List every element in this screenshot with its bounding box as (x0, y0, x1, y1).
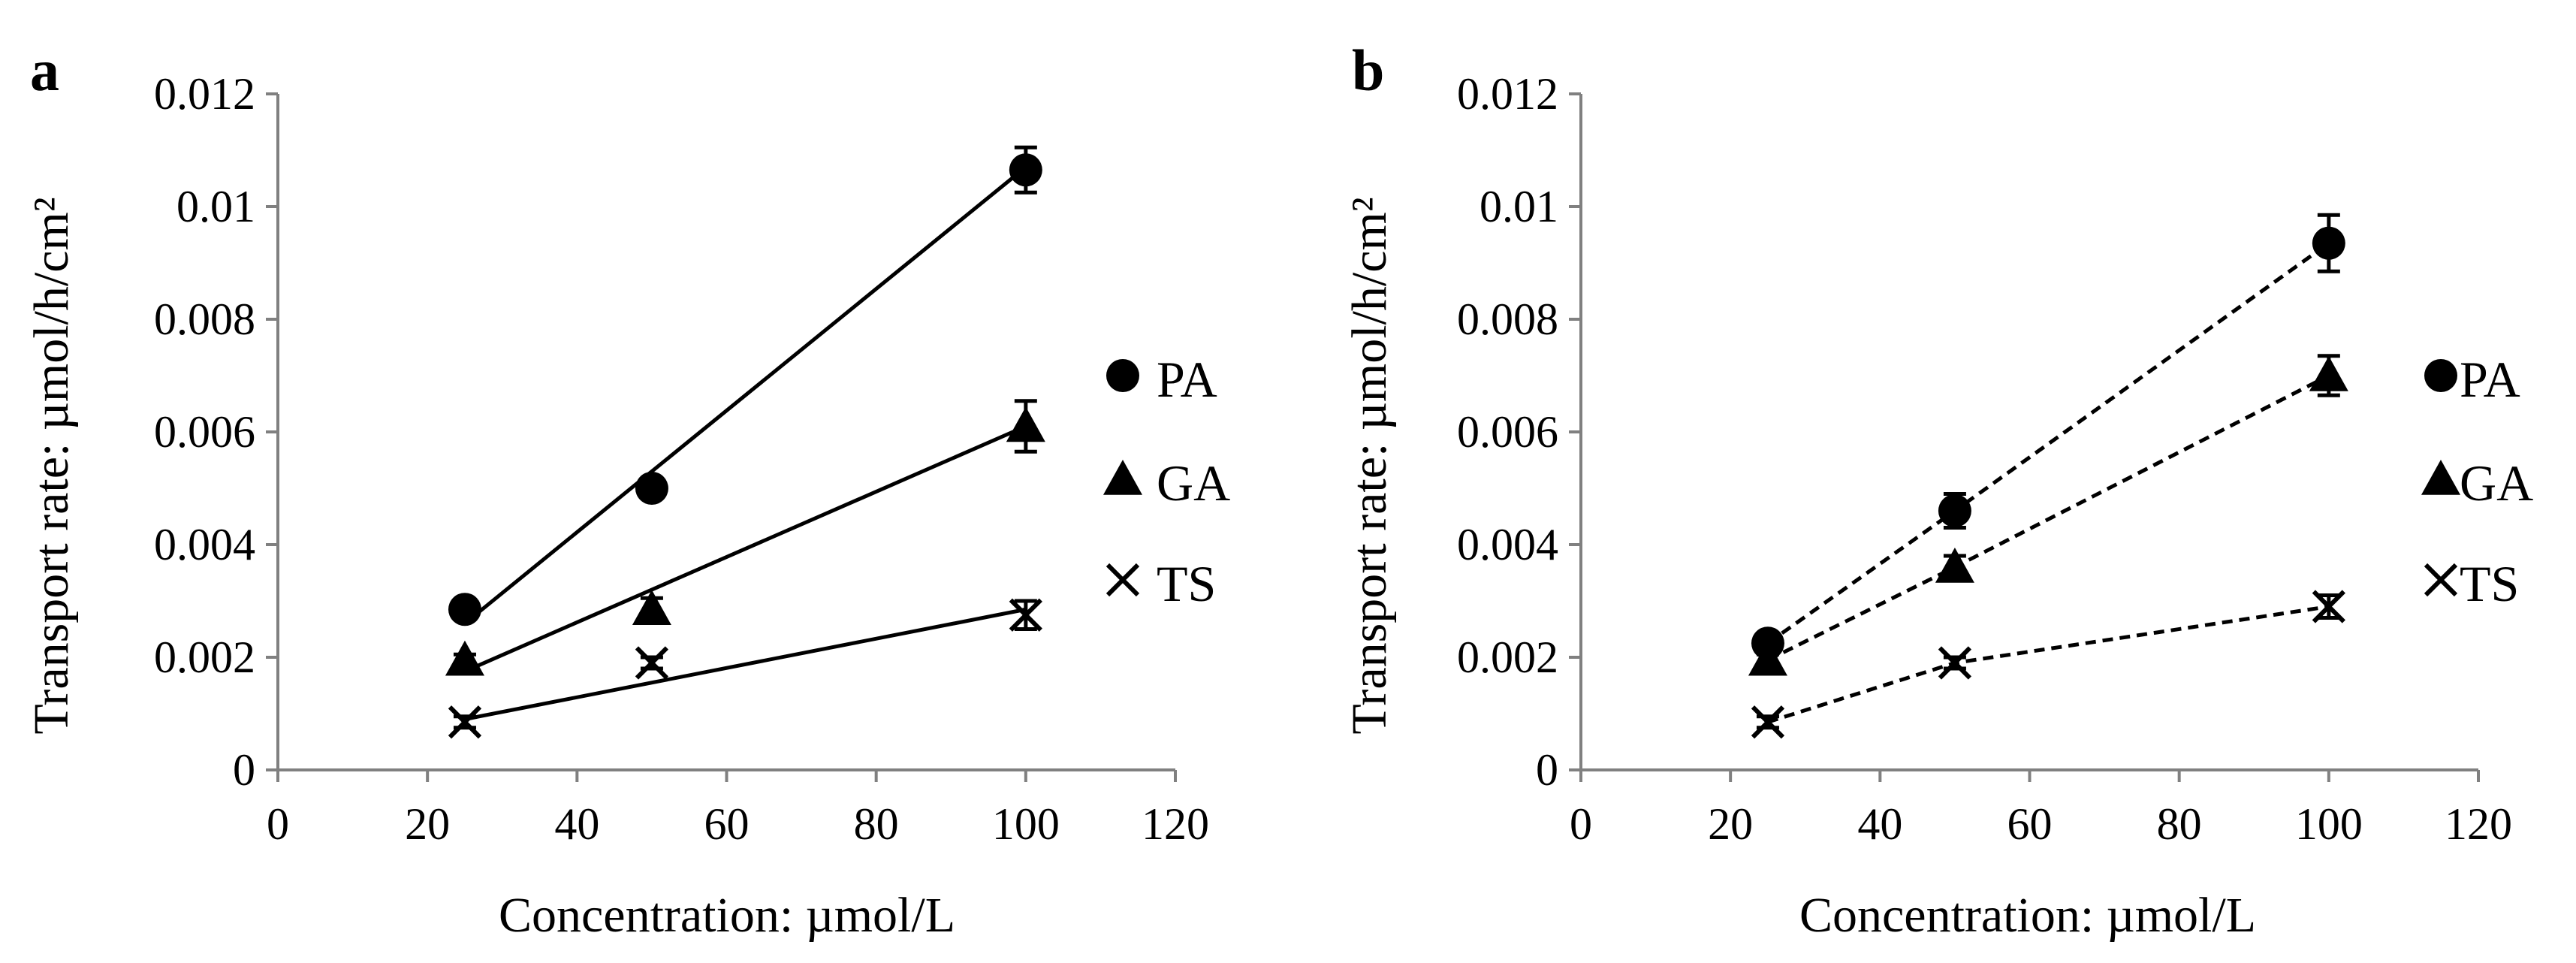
panel-b-point-pa (1938, 494, 1971, 527)
panel-b-y-tick-label: 0.004 (1457, 520, 1558, 569)
panel-a-fit-line-ga (463, 424, 1027, 674)
panel-b-x-tick-label: 80 (2157, 799, 2202, 849)
panel-a-fit-lines (463, 165, 1027, 721)
panel-a-point-pa (1009, 153, 1042, 187)
panel-a-legend-marker-ts (1106, 563, 1140, 597)
panel-b-connector-lines (1766, 241, 2330, 724)
panel-a-axes: 0 0.002 0.004 0.006 0.008 0.01 0.012 0 20 40 60 80 1… (154, 69, 1209, 849)
panel-b-y-tick-label: 0 (1536, 745, 1558, 795)
panel-a-x-tick-label: 40 (554, 799, 599, 849)
panel-a-fit-line-ts (464, 607, 1027, 721)
panel-b-legend: PA GA TS (2421, 351, 2533, 612)
panel-a-legend-label-ts: TS (1157, 555, 1216, 612)
panel-b-y-axis-title: Transport rate: µmol/h/cm² (1342, 197, 1397, 734)
panel-a-legend-marker-ga (1103, 460, 1142, 495)
panel-b-y-tick-label: 0.002 (1457, 632, 1558, 682)
panel-a-y-tick-label: 0.01 (176, 182, 255, 231)
panel-b-y-tick-label: 0.012 (1457, 69, 1558, 119)
panel-b-x-tick-label: 60 (2007, 799, 2053, 849)
panel-b-point-ts (2312, 590, 2345, 623)
panel-a-point-ts (635, 646, 669, 680)
panel-a-y-tick-label: 0.004 (154, 520, 255, 569)
panel-a-y-axis-title: Transport rate: µmol/h/cm² (24, 197, 79, 734)
panel-a-x-tick-label: 80 (854, 799, 899, 849)
panel-a-x-tick-label: 100 (992, 799, 1060, 849)
panel-b-y-tick-label: 0.006 (1457, 407, 1558, 457)
panel-b-data-marks (1748, 213, 2348, 739)
panel-b-point-pa (2312, 226, 2345, 260)
panel-b-x-tick-label: 20 (1708, 799, 1753, 849)
panel-a-fit-line-pa (463, 165, 1027, 625)
panel-b-x-tick-label: 120 (2445, 799, 2512, 849)
panel-a: a Transport rate: µmol/h/cm² Concentrati… (24, 38, 1230, 943)
panel-a-x-tick-label: 120 (1142, 799, 1209, 849)
panel-b: b Transport rate: µmol/h/cm² Concentrati… (1342, 38, 2533, 943)
panel-b-point-ga (2309, 356, 2348, 391)
panel-a-y-tick-label: 0.006 (154, 407, 255, 457)
panel-b-point-ts (1751, 705, 1785, 739)
panel-b-legend-marker-ts (2424, 563, 2458, 597)
panel-a-point-ga (1006, 406, 1045, 442)
panel-a-y-tick-label: 0.008 (154, 294, 255, 344)
panel-b-x-tick-label: 40 (1857, 799, 1902, 849)
panel-a-y-tick-label: 0.012 (154, 69, 255, 119)
panel-a-y-tick-label: 0 (233, 745, 255, 795)
panel-a-point-ts (1009, 598, 1042, 632)
panel-a-point-ga (632, 590, 671, 626)
panel-a-letter: a (30, 38, 59, 103)
panel-a-y-tick-label: 0.002 (154, 632, 255, 682)
panel-b-axes: 0 0.002 0.004 0.006 0.008 0.01 0.012 0 20 40 60 80 1… (1457, 69, 2512, 849)
panel-b-letter: b (1352, 38, 1384, 103)
panel-a-point-pa (448, 593, 481, 626)
panel-a-legend-label-pa: PA (1157, 351, 1217, 408)
panel-b-x-tick-label: 0 (1570, 799, 1592, 849)
panel-a-x-tick-label: 60 (704, 799, 750, 849)
panel-b-point-ga (1748, 640, 1787, 676)
panel-a-legend-label-ga: GA (1157, 454, 1230, 512)
panel-a-point-ga (445, 640, 484, 676)
panel-a-point-ts (448, 705, 482, 739)
panel-b-legend-label-ga: GA (2460, 454, 2533, 512)
panel-a-legend-marker-pa (1106, 359, 1139, 392)
panel-b-legend-marker-ga (2421, 460, 2460, 495)
panel-b-point-ts (1938, 646, 1972, 680)
panel-b-connector-ts (1767, 605, 2330, 724)
panel-a-x-axis-title: Concentration: µmol/L (499, 888, 955, 943)
panel-a-point-pa (635, 472, 668, 505)
panel-b-x-axis-title: Concentration: µmol/L (1799, 888, 2256, 943)
panel-b-x-tick-label: 100 (2295, 799, 2363, 849)
panel-b-legend-marker-pa (2424, 359, 2457, 392)
panel-b-connector-pa (1766, 241, 2330, 645)
panel-b-y-tick-label: 0.01 (1480, 182, 1558, 231)
panel-b-legend-label-ts: TS (2460, 555, 2519, 612)
panel-b-legend-label-pa: PA (2460, 351, 2520, 408)
panel-a-legend: PA GA TS (1103, 351, 1230, 612)
panel-b-y-tick-label: 0.008 (1457, 294, 1558, 344)
panel-a-x-tick-label: 20 (405, 799, 450, 849)
panel-a-data-marks (445, 145, 1045, 739)
panel-a-x-tick-label: 0 (267, 799, 289, 849)
panel-b-point-ga (1935, 548, 1974, 583)
